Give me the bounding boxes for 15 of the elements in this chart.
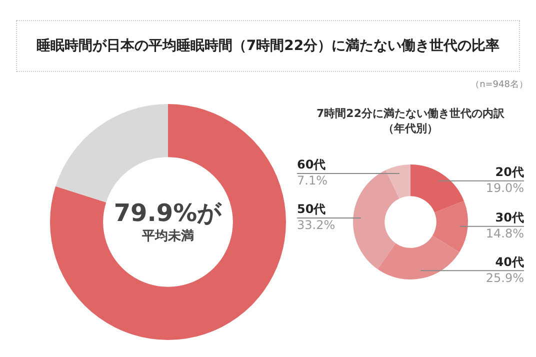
slice-label: 30代 bbox=[495, 210, 524, 224]
data-label: 19.0% bbox=[486, 181, 524, 196]
text: 平均未満 bbox=[142, 228, 194, 246]
slice-label: 20代 bbox=[495, 165, 524, 180]
text: 79.9%が bbox=[114, 198, 222, 228]
chart-title: 睡眠時間が日本の平均睡眠時間（7時間22分）に満たない働き世代の比率 bbox=[36, 37, 500, 55]
slice-label: 60代 bbox=[297, 158, 326, 172]
chart-title: 7時間22分に満たない働き世代の内訳（年代別） bbox=[316, 106, 506, 136]
text: （n=948名） bbox=[470, 80, 528, 90]
slice-label: 50代 bbox=[297, 202, 326, 216]
data-label: 33.2% bbox=[297, 218, 336, 232]
data-label: 14.8% bbox=[486, 226, 524, 240]
data-label: 25.9% bbox=[486, 270, 524, 285]
data-label: 7.1% bbox=[297, 174, 328, 188]
slice-label: 40代 bbox=[495, 254, 524, 269]
